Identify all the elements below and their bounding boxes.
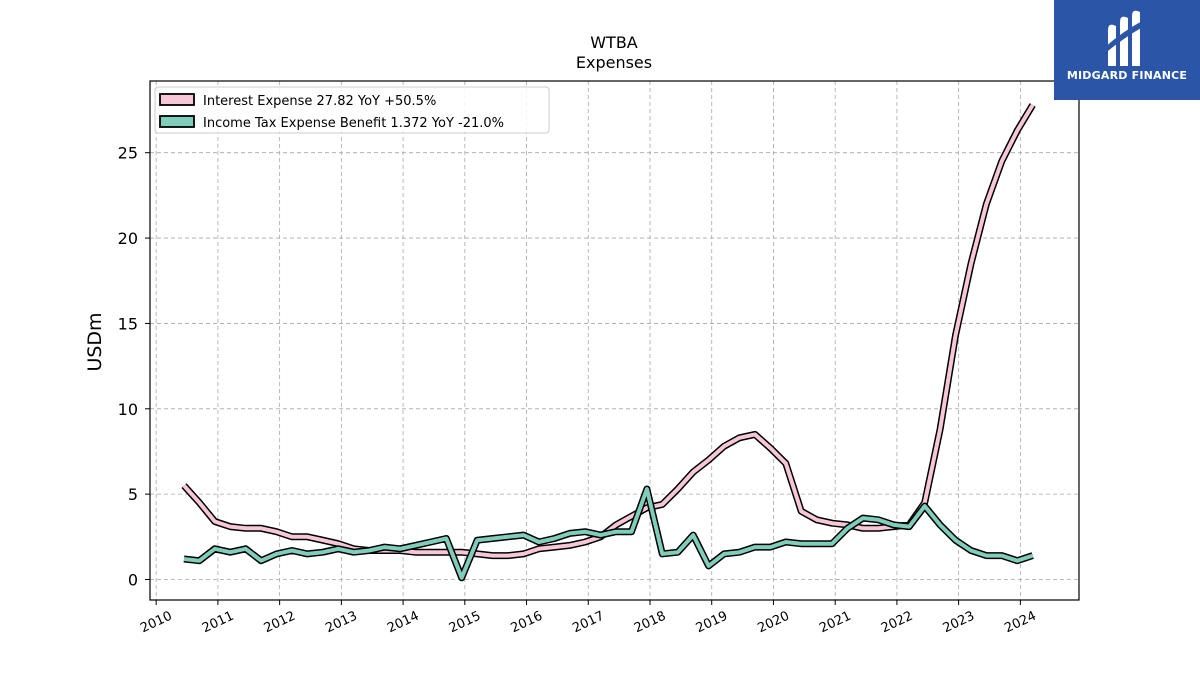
brand-logo: MIDGARD FINANCE (1054, 0, 1200, 100)
series-layer (181, 103, 1036, 582)
x-tick-label: 2014 (385, 609, 421, 637)
chart-title: WTBA (590, 33, 638, 52)
x-tick-label: 2017 (570, 609, 606, 637)
x-tick-label: 2018 (632, 609, 668, 637)
x-tick-label: 2011 (200, 609, 236, 637)
chart-subtitle: Expenses (576, 53, 652, 72)
y-tick-label: 5 (128, 485, 138, 504)
legend: Interest Expense 27.82 YoY +50.5% Income… (154, 86, 550, 134)
legend-label-income-tax: Income Tax Expense Benefit 1.372 YoY -21… (203, 116, 504, 131)
grid-layer (150, 81, 1079, 600)
x-tick-label: 2019 (694, 609, 730, 637)
x-tick-label: 2022 (879, 609, 915, 637)
x-tick-label: 2024 (1002, 609, 1038, 637)
x-tick-label: 2010 (138, 609, 174, 637)
x-tick-label: 2021 (817, 609, 853, 637)
midgard-m-icon (1104, 10, 1148, 67)
series-outline-interest-expense (181, 103, 1036, 560)
brand-name: MIDGARD FINANCE (1066, 69, 1188, 82)
x-tick-label: 2016 (509, 609, 545, 637)
x-tick-label: 2023 (941, 609, 977, 637)
x-tick-label: 2020 (755, 609, 791, 637)
y-tick-label: 15 (118, 314, 138, 333)
y-tick-label: 25 (118, 144, 138, 163)
y-tick-label: 10 (118, 400, 138, 419)
y-axis-label: USDm (84, 312, 106, 371)
series-line-interest-expense (182, 103, 1035, 558)
x-tick-label: 2015 (447, 609, 483, 637)
legend-box (154, 86, 550, 134)
legend-swatch-income-tax (159, 115, 195, 128)
x-tick-label: 2012 (262, 609, 298, 637)
legend-label-interest-expense: Interest Expense 27.82 YoY +50.5% (203, 94, 436, 109)
series-line-income-tax (183, 487, 1034, 580)
plot-frame (149, 80, 1080, 601)
y-tick-label: 0 (128, 571, 138, 590)
x-tick-label: 2013 (323, 609, 359, 637)
ticks-layer: 0 5 10 15 20 25 2010 2011 2012 2013 2014 2015 2016 20… (118, 144, 1039, 637)
y-tick-label: 20 (118, 229, 138, 248)
legend-swatch-interest-expense (159, 93, 195, 106)
